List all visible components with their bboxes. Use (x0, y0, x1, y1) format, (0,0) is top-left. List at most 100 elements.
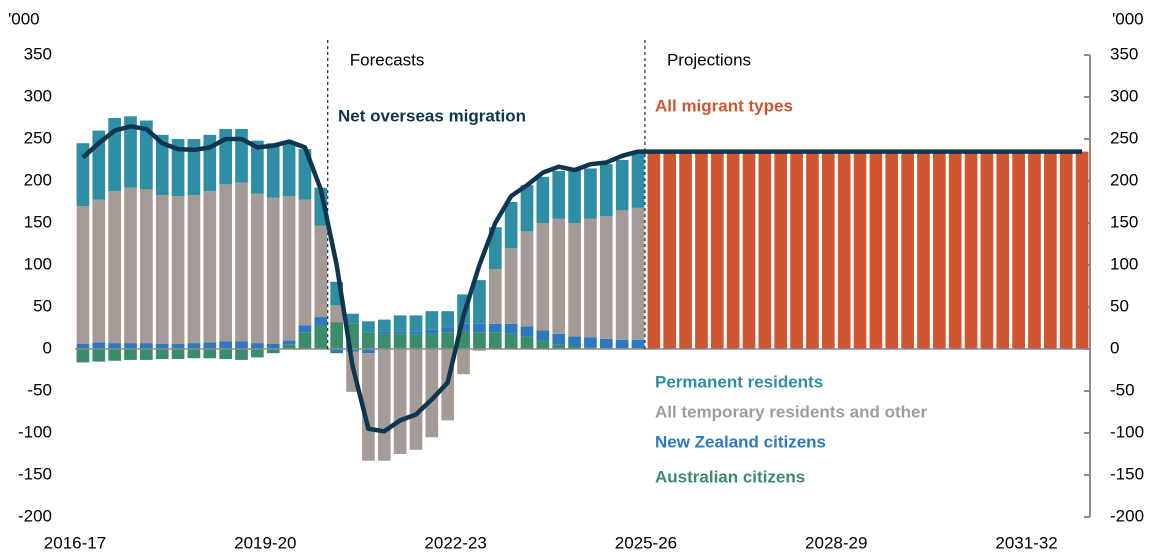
x-tick-label: 2025-26 (615, 533, 677, 552)
bar (251, 193, 264, 344)
bar (92, 349, 106, 362)
bar (774, 151, 788, 349)
bar (425, 333, 439, 349)
bar (584, 347, 597, 349)
bar (108, 349, 121, 361)
bar (1028, 151, 1041, 349)
bar (536, 330, 550, 341)
bar (171, 349, 185, 360)
bar (362, 332, 375, 349)
bar (917, 151, 930, 349)
bar (187, 139, 201, 196)
y2-tick-label: 350 (1110, 44, 1138, 63)
bar (806, 151, 819, 349)
bar (76, 206, 90, 344)
bar (155, 349, 169, 360)
bar (108, 191, 121, 344)
bar (92, 342, 106, 349)
bar (615, 210, 629, 340)
bar (124, 349, 137, 360)
y2-tick-label: 0 (1110, 338, 1119, 357)
bar (282, 344, 296, 349)
y2-tick-label: 100 (1110, 254, 1138, 273)
bar (932, 151, 946, 349)
bar (76, 349, 90, 363)
y-tick-label: 0 (43, 338, 52, 357)
y2-tick-label: -150 (1110, 464, 1144, 483)
bar (473, 280, 486, 324)
bar (599, 338, 613, 349)
bar (282, 196, 296, 341)
bar (488, 332, 502, 349)
y-tick-label: -150 (18, 464, 52, 483)
bar (219, 349, 233, 360)
bar (964, 151, 978, 349)
bar (695, 151, 708, 349)
bar (504, 248, 518, 324)
bar (251, 140, 264, 194)
y-tick-label: -200 (18, 506, 52, 525)
bar (377, 319, 391, 332)
x-tick-label: 2031-32 (995, 533, 1057, 552)
bar (504, 333, 518, 349)
bar (488, 269, 502, 324)
bar (108, 118, 121, 192)
bar (171, 196, 185, 344)
y2-tick-label: 150 (1110, 212, 1138, 231)
bar (552, 344, 566, 349)
y-tick-label: 350 (24, 44, 52, 63)
bar (599, 164, 613, 217)
bar (393, 315, 407, 332)
x-tick-label: 2016-17 (44, 533, 106, 552)
series-label: New Zealand citizens (655, 432, 826, 451)
period-label: Forecasts (350, 50, 425, 69)
x-tick-label: 2019-20 (234, 533, 296, 552)
bar (235, 349, 248, 360)
bar (346, 349, 359, 352)
y2-tick-label: 50 (1110, 296, 1129, 315)
series-label: Net overseas migration (338, 106, 526, 125)
bar (377, 333, 391, 349)
y-unit-right: '000 (1112, 9, 1144, 28)
bar (330, 322, 344, 349)
bar (473, 332, 486, 349)
y-tick-label: 100 (24, 254, 52, 273)
bar (393, 349, 407, 454)
bar (187, 349, 201, 359)
bar (552, 333, 566, 345)
bar (282, 143, 296, 197)
bar (615, 339, 629, 349)
bar (1012, 151, 1025, 349)
y2-tick-label: 200 (1110, 170, 1138, 189)
bar (124, 343, 137, 349)
bar (330, 349, 344, 354)
bar (568, 223, 581, 337)
series-label: Permanent residents (655, 372, 823, 391)
line (81, 124, 1083, 434)
bar (425, 349, 439, 438)
bar (552, 218, 566, 334)
y-tick-label: 250 (24, 128, 52, 147)
bar (140, 120, 153, 190)
bar (726, 151, 740, 349)
bar (647, 151, 661, 349)
bar (457, 323, 470, 331)
bar (536, 176, 550, 223)
bar (298, 332, 312, 349)
bar (536, 340, 550, 349)
y2-tick-label: -100 (1110, 422, 1144, 441)
bar (92, 199, 106, 343)
bar (552, 170, 566, 219)
bar (441, 327, 455, 333)
y-tick-label: 50 (33, 296, 52, 315)
bar (504, 323, 518, 334)
y2-tick-label: 300 (1110, 86, 1138, 105)
bar (140, 349, 153, 360)
bar (409, 349, 423, 450)
bar (187, 195, 201, 344)
bar (377, 349, 391, 461)
bar (171, 139, 185, 197)
bar (520, 336, 534, 349)
bar (393, 333, 407, 349)
bar (457, 349, 470, 375)
